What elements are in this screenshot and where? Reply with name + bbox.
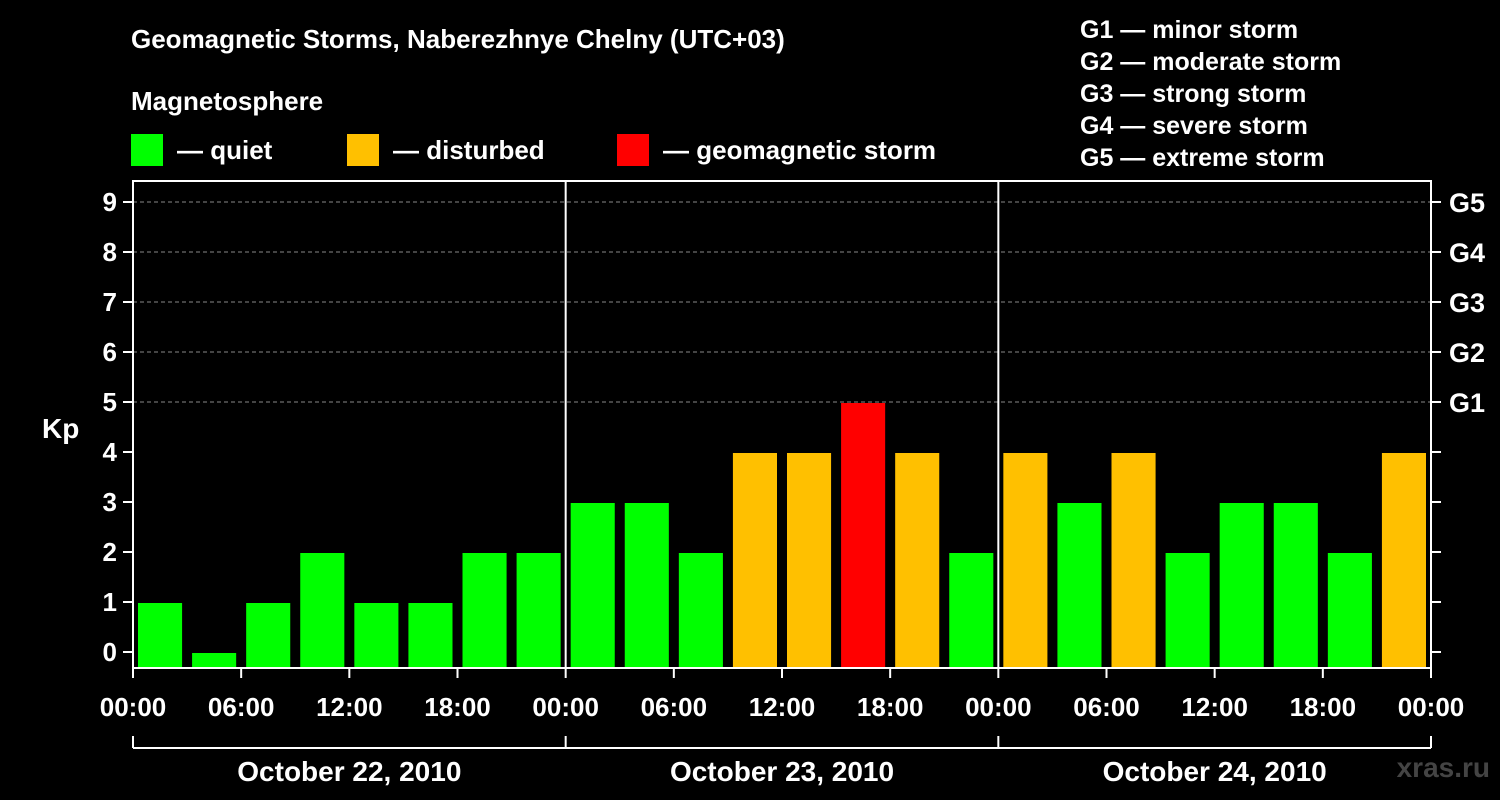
x-tick-label: 06:00 xyxy=(641,692,708,722)
kp-bar xyxy=(138,603,183,668)
kp-bar xyxy=(354,603,399,668)
y-tick-label: 7 xyxy=(103,287,117,317)
kp-bar xyxy=(732,453,777,668)
kp-bar xyxy=(192,653,237,668)
legend-disturbed: — disturbed xyxy=(347,134,545,166)
y-tick-label: 5 xyxy=(103,387,117,417)
x-tick-label: 06:00 xyxy=(208,692,275,722)
y-tick-label: 2 xyxy=(103,537,117,567)
g-legend-item: G1 — minor storm xyxy=(1080,16,1299,44)
g-scale-label: G1 xyxy=(1449,388,1485,418)
x-tick-label: 06:00 xyxy=(1073,692,1140,722)
kp-bar xyxy=(841,403,886,668)
kp-bar xyxy=(1273,503,1318,668)
kp-bar xyxy=(1057,503,1102,668)
g-scale-label: G5 xyxy=(1449,188,1485,218)
g-legend-item: G4 — severe storm xyxy=(1080,112,1308,140)
kp-bar xyxy=(1003,453,1048,668)
legend-quiet-label: — quiet xyxy=(177,134,273,165)
y-tick-label: 4 xyxy=(103,437,118,467)
y-tick-label: 9 xyxy=(103,187,117,217)
kp-bar xyxy=(462,553,507,668)
x-tick-label: 18:00 xyxy=(424,692,491,722)
x-tick-label: 12:00 xyxy=(316,692,383,722)
kp-bar xyxy=(1327,553,1372,668)
x-tick-label: 12:00 xyxy=(1181,692,1248,722)
kp-bar xyxy=(408,603,453,668)
y-tick-label: 3 xyxy=(103,487,117,517)
y-axis-label: Kp xyxy=(42,413,79,444)
y-tick-label: 1 xyxy=(103,587,117,617)
x-tick-label: 18:00 xyxy=(857,692,924,722)
day-label: October 22, 2010 xyxy=(237,756,461,787)
g-legend-item: G2 — moderate storm xyxy=(1080,48,1342,76)
kp-bar xyxy=(570,503,615,668)
kp-bar xyxy=(246,603,291,668)
x-tick-label: 12:00 xyxy=(749,692,816,722)
kp-bar xyxy=(1381,453,1426,668)
legend-storm-swatch xyxy=(617,134,649,166)
x-tick-label: 00:00 xyxy=(532,692,599,722)
g-scale-legend: G1 — minor storm G2 — moderate storm G3 … xyxy=(1080,14,1341,174)
g-legend-item: G5 — extreme storm xyxy=(1080,144,1325,172)
g-scale-label: G2 xyxy=(1449,338,1485,368)
legend-quiet: — quiet xyxy=(131,134,272,166)
legend-quiet-swatch xyxy=(131,134,163,166)
x-tick-label: 00:00 xyxy=(965,692,1032,722)
chart-title: Geomagnetic Storms, Naberezhnye Chelny (… xyxy=(131,24,785,54)
legend-storm-label: — geomagnetic storm xyxy=(663,134,937,165)
x-tick-label: 00:00 xyxy=(100,692,167,722)
y-tick-label: 6 xyxy=(103,337,117,367)
legend-disturbed-swatch xyxy=(347,134,379,166)
x-tick-label: 00:00 xyxy=(1398,692,1465,722)
g-scale-label: G3 xyxy=(1449,288,1485,318)
kp-bar xyxy=(678,553,723,668)
day-label: October 23, 2010 xyxy=(670,756,894,787)
kp-bar xyxy=(624,503,669,668)
kp-bar xyxy=(895,453,940,668)
kp-bar xyxy=(516,553,561,668)
kp-bar xyxy=(1111,453,1156,668)
watermark: xras.ru xyxy=(1396,752,1490,783)
kp-bar xyxy=(300,553,345,668)
legend-disturbed-label: — disturbed xyxy=(393,134,545,165)
g-legend-item: G3 — strong storm xyxy=(1080,80,1307,108)
y-tick-label: 0 xyxy=(103,637,117,667)
magnetosphere-label: Magnetosphere xyxy=(131,86,324,116)
kp-bar xyxy=(787,453,832,668)
kp-bar xyxy=(949,553,994,668)
x-tick-label: 18:00 xyxy=(1290,692,1357,722)
g-scale-label: G4 xyxy=(1449,238,1485,268)
day-label: October 24, 2010 xyxy=(1103,756,1327,787)
y-tick-label: 8 xyxy=(103,237,117,267)
kp-bar xyxy=(1219,503,1264,668)
kp-bar xyxy=(1165,553,1210,668)
legend-storm: — geomagnetic storm xyxy=(617,134,936,166)
